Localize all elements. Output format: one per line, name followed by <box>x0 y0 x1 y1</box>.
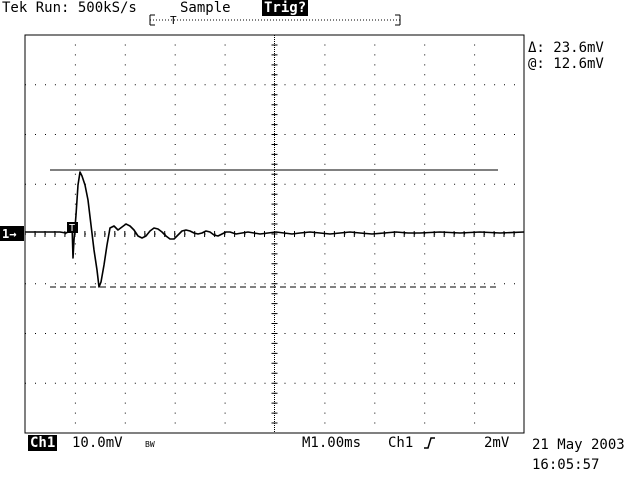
acquisition-mode: Sample <box>180 0 231 16</box>
vertical-scale: 10.0mV <box>72 435 123 451</box>
trigger-status-badge: Trig? <box>262 0 309 16</box>
cursor-delta-readout: Δ: 23.6mV <box>528 40 604 56</box>
graticule-dots <box>25 34 515 434</box>
svg-text:1→: 1→ <box>2 227 16 241</box>
trigger-level: 2mV <box>484 435 510 451</box>
trigger-source: Ch1 <box>388 435 414 451</box>
date-readout: 21 May 2003 <box>532 437 625 453</box>
cursor-position-readout: @: 12.6mV <box>528 56 604 72</box>
acquisition-status: Tek Run: 500kS/s <box>2 0 137 16</box>
ch1-waveform <box>25 171 525 288</box>
bandwidth-limit-indicator: BW <box>145 440 155 449</box>
graticule-grid <box>24 34 515 434</box>
svg-text:T: T <box>170 14 177 27</box>
trigger-position-marker: T <box>67 222 78 234</box>
record-length-bar: T <box>149 14 401 27</box>
rising-edge-icon <box>424 437 435 449</box>
graticule-center-ticks <box>24 34 515 434</box>
timebase: M1.00ms <box>302 435 362 451</box>
ch1-ground-marker[interactable]: 1→ <box>0 226 24 241</box>
svg-text:T: T <box>69 223 75 234</box>
channel-label: Ch1 <box>28 435 58 451</box>
time-readout: 16:05:57 <box>532 457 600 473</box>
